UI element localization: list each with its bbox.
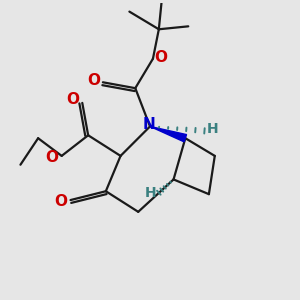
Text: O: O: [66, 92, 80, 107]
Text: O: O: [55, 194, 68, 209]
Text: O: O: [87, 73, 100, 88]
Text: N: N: [143, 117, 156, 132]
Text: H: H: [145, 186, 156, 200]
Text: H: H: [207, 122, 218, 136]
Polygon shape: [150, 126, 187, 142]
Text: O: O: [155, 50, 168, 65]
Text: O: O: [46, 150, 59, 165]
